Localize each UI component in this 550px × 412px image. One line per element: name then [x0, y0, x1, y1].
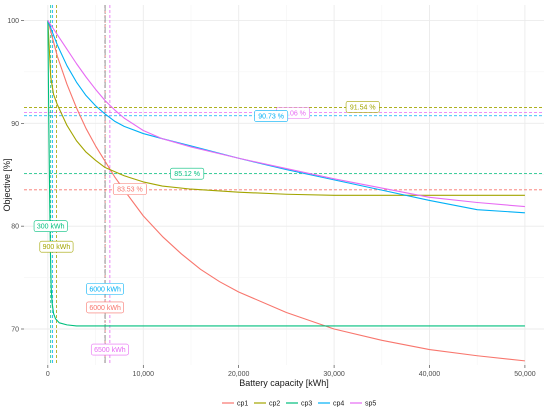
x-tick-label: 0 — [46, 371, 50, 378]
annotation-text: 6000 kWh — [89, 286, 121, 293]
x-tick-label: 50,000 — [514, 371, 536, 378]
y-tick-label: 100 — [7, 18, 19, 25]
annotation-label: 6500 kWh — [90, 343, 129, 356]
legend-item-cp1: cp1 — [222, 401, 248, 408]
annotation-text: 85.12 % — [174, 171, 200, 178]
y-axis-label: Objective [%] — [2, 158, 12, 211]
legend-item-cp4: cp4 — [318, 401, 344, 408]
annotation-box — [39, 240, 74, 253]
legend-label: cp4 — [333, 401, 344, 408]
annotation-label: 6000 kWh — [86, 301, 125, 314]
annotation-label: 6000 kWh — [86, 283, 125, 295]
annotation-text: 900 kWh — [43, 244, 71, 251]
y-tick-label: 90 — [11, 121, 19, 128]
annotation-label: 85.12 % — [170, 167, 205, 180]
legend-item-cp2: cp2 — [254, 401, 280, 408]
annotation-text: 90.73 % — [258, 114, 284, 121]
legend-label: cp2 — [269, 401, 280, 408]
series-lines — [47, 20, 525, 362]
legend-label: sp5 — [365, 401, 376, 408]
legend-item-cp3: cp3 — [286, 401, 312, 408]
grid-lines — [24, 5, 544, 365]
annotation-box — [345, 101, 380, 113]
series-line-cp4 — [47, 20, 525, 214]
annotation-box — [33, 220, 68, 232]
annotation-text: 6000 kWh — [89, 305, 121, 312]
legend-item-sp5: sp5 — [350, 401, 376, 408]
annotation-label: 900 kWh — [39, 240, 74, 253]
annotation-box — [170, 167, 205, 180]
annotation-text: 91.54 % — [350, 104, 376, 111]
y-tick-label: 70 — [11, 327, 19, 334]
annotations: 91.54 % 91.06 %90.73 % 85.12 % 83.53 % 300 k… — [33, 101, 380, 356]
x-axis-label: Battery capacity [kWh] — [239, 378, 329, 388]
legend: cp1 cp2 cp3 cp4 sp5 — [222, 401, 376, 408]
x-tick-label: 20,000 — [228, 371, 250, 378]
annotation-label: 91.54 % — [345, 101, 380, 113]
annotation-box — [254, 110, 289, 122]
x-tick-label: 30,000 — [323, 371, 345, 378]
annotation-text: 300 kWh — [37, 224, 65, 231]
annotation-label: 83.53 % — [112, 183, 147, 195]
annotation-text: 6500 kWh — [94, 347, 126, 354]
annotation-box — [86, 283, 125, 295]
series-line-cp1 — [47, 20, 525, 362]
x-tick-label: 40,000 — [419, 371, 441, 378]
annotation-box — [90, 343, 129, 356]
y-axis-ticks: 70 80 90 100 — [7, 18, 24, 334]
legend-label: cp3 — [301, 401, 312, 408]
annotation-label: 90.73 % — [254, 110, 289, 122]
x-axis-ticks: 0 10,000 20,000 30,000 40,000 50,000 — [46, 365, 536, 378]
annotation-text: 83.53 % — [117, 187, 143, 194]
series-line-cp2 — [47, 20, 525, 196]
series-line-sp5 — [47, 20, 525, 208]
annotation-text: 91.06 % — [280, 111, 306, 118]
x-tick-label: 10,000 — [133, 371, 155, 378]
annotation-label: 300 kWh — [33, 220, 68, 232]
annotation-box — [86, 301, 125, 314]
series-line-cp3 — [47, 20, 525, 327]
annotation-box — [112, 183, 147, 195]
y-tick-label: 80 — [11, 224, 19, 231]
legend-label: cp1 — [237, 401, 248, 408]
